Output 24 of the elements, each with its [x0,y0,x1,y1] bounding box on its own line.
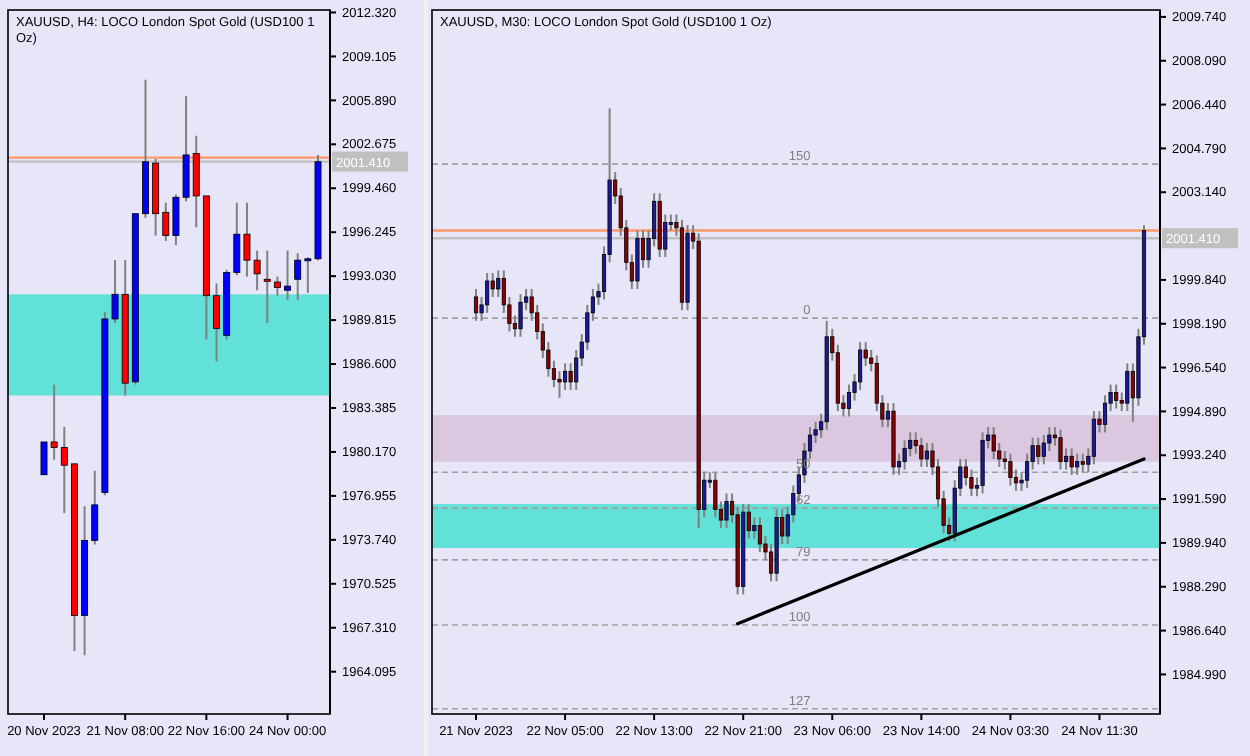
candlestick [1075,452,1080,476]
candlestick [496,269,501,298]
candlestick [924,442,929,468]
candlestick [919,436,924,468]
candlestick [1080,452,1085,474]
candlestick [485,272,490,314]
candlestick [980,431,985,495]
candlestick [1058,428,1063,471]
candlestick [1041,434,1046,466]
candlestick [724,492,729,530]
candlestick [563,362,568,391]
candlestick [1091,410,1096,466]
candlestick [1114,383,1119,410]
candlestick [657,192,662,259]
candlestick [1069,447,1074,476]
candlestick [473,287,479,322]
candlestick [757,516,762,553]
candlestick [991,426,996,460]
candlestick [490,272,495,298]
candlestick [902,439,907,471]
candlestick [1008,452,1013,487]
candlestick [635,229,640,290]
candlestick [518,293,523,338]
candlestick [1036,436,1041,466]
